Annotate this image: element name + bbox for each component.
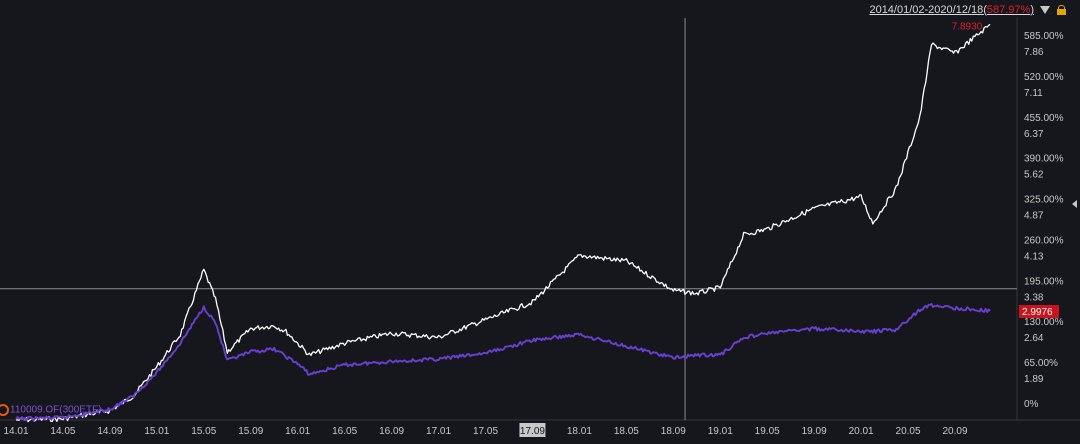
y-tick-pct: 0% — [1024, 399, 1039, 410]
chevron-left-icon[interactable] — [1072, 200, 1077, 208]
last-value-label: 7.8930 — [952, 21, 983, 32]
x-tick-label: 17.05 — [473, 426, 498, 437]
x-tick-label: 14.09 — [97, 426, 122, 437]
last-value-badge-text: 2.9976 — [1022, 307, 1053, 318]
x-tick-label: 14.05 — [50, 426, 75, 437]
x-tick-label: 20.09 — [942, 426, 967, 437]
y-tick-value: 7.11 — [1024, 88, 1043, 99]
legend-marker-icon — [0, 404, 9, 416]
x-tick-label: 19.09 — [802, 426, 827, 437]
y-tick-value: 5.62 — [1024, 170, 1044, 181]
y-tick-value: 7.86 — [1024, 47, 1044, 58]
range-return-pct: 587.97% — [986, 4, 1031, 16]
x-tick-label: 19.05 — [755, 426, 780, 437]
x-tick-label: 15.09 — [238, 426, 263, 437]
y-tick-pct: 325.00% — [1024, 195, 1064, 206]
x-tick-label: 18.01 — [567, 426, 592, 437]
range-suffix: ) — [1030, 4, 1034, 16]
last-value-badge — [1019, 305, 1059, 319]
y-tick-pct: 260.00% — [1024, 235, 1064, 246]
y-tick-pct: 195.00% — [1024, 276, 1064, 287]
x-tick-highlight — [519, 423, 546, 437]
y-tick-value: 4.87 — [1024, 211, 1044, 222]
y-tick-pct: 130.00% — [1024, 317, 1064, 328]
chevron-down-icon[interactable] — [1040, 6, 1050, 14]
benchmark-series-line — [15, 303, 991, 422]
x-tick-label: 14.01 — [3, 426, 28, 437]
x-tick-label: 19.01 — [708, 426, 733, 437]
x-tick-label: 17.09 — [520, 426, 545, 437]
y-tick-value: 2.64 — [1024, 333, 1044, 344]
x-tick-label: 20.01 — [849, 426, 874, 437]
y-tick-pct: 585.00% — [1024, 31, 1064, 42]
y-tick-pct: 65.00% — [1024, 358, 1058, 369]
y-tick-pct: 455.00% — [1024, 113, 1064, 124]
legend: 110009.OF(300ETF) — [0, 404, 102, 416]
y-tick-pct: 520.00% — [1024, 72, 1064, 83]
x-tick-label: 15.01 — [144, 426, 169, 437]
x-tick-label: 20.05 — [896, 426, 921, 437]
x-tick-label: 17.01 — [426, 426, 451, 437]
y-tick-value: 3.38 — [1024, 292, 1044, 303]
lock-icon[interactable] — [1057, 5, 1066, 15]
x-tick-label: 16.01 — [285, 426, 310, 437]
y-tick-pct: 390.00% — [1024, 154, 1064, 165]
range-prefix: 2014/01/02-2020/12/18( — [869, 4, 987, 16]
x-tick-label: 18.05 — [614, 426, 639, 437]
legend-label: 110009.OF(300ETF) — [10, 404, 102, 416]
x-tick-label: 15.05 — [191, 426, 216, 437]
y-tick-value: 6.37 — [1024, 129, 1044, 140]
x-tick-label: 16.05 — [332, 426, 357, 437]
date-range-label[interactable]: 2014/01/02-2020/12/18(587.97%) — [869, 4, 1034, 16]
x-tick-label: 18.09 — [661, 426, 686, 437]
y-tick-value: 1.89 — [1024, 374, 1044, 385]
y-tick-value: 4.13 — [1024, 251, 1044, 262]
x-tick-label: 16.09 — [379, 426, 404, 437]
main-series-line — [15, 23, 991, 423]
